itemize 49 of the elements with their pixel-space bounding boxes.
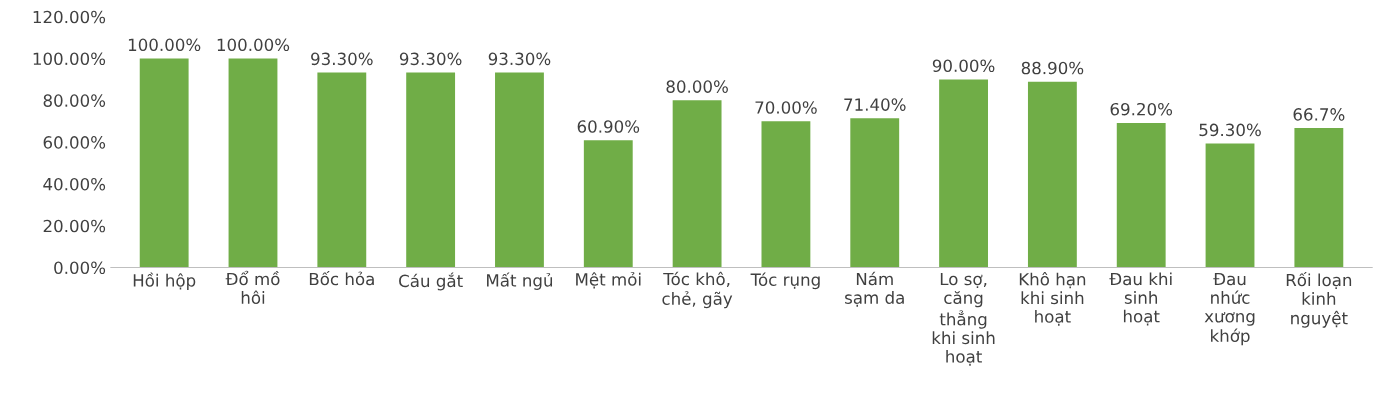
bar bbox=[583, 140, 633, 268]
bar bbox=[1205, 143, 1255, 268]
y-tick-label: 0.00% bbox=[54, 261, 106, 275]
data-label: 80.00% bbox=[666, 80, 728, 93]
data-label: 70.00% bbox=[755, 101, 817, 114]
bar bbox=[406, 72, 456, 268]
data-label: 100.00% bbox=[128, 38, 201, 52]
data-label: 59.30% bbox=[1199, 123, 1261, 137]
y-tick-label: 20.00% bbox=[43, 219, 106, 233]
x-tick-label: Rối loạn kinh nguyệt bbox=[1286, 271, 1352, 328]
x-tick-label: Nám sạm da bbox=[845, 271, 904, 307]
x-tick-label: Đau nhức xương khớp bbox=[1204, 272, 1255, 346]
bar bbox=[850, 118, 900, 268]
bar bbox=[1027, 81, 1077, 268]
bar bbox=[939, 79, 988, 268]
data-label: 100.00% bbox=[217, 38, 290, 52]
x-tick-label: Lo sợ, căng thẳng khi sinh hoạt bbox=[932, 272, 995, 366]
data-label: 93.30% bbox=[399, 52, 462, 66]
x-tick-label: Cáu gắt bbox=[399, 272, 463, 291]
bar bbox=[317, 72, 367, 268]
x-tick-label: Tóc khô, chẻ, gãy bbox=[662, 271, 733, 309]
x-tick-label: Mệt mỏi bbox=[576, 271, 641, 289]
x-tick-label: Khô hạn khi sinh hoạt bbox=[1019, 271, 1086, 326]
data-label: 60.90% bbox=[577, 120, 640, 133]
data-label: 88.90% bbox=[1021, 61, 1084, 75]
x-tick-label: Bốc hỏa bbox=[309, 270, 374, 286]
data-label: 69.20% bbox=[1110, 102, 1173, 116]
bar bbox=[1294, 128, 1344, 268]
x-tick-label: Đau khi sinh hoạt bbox=[1109, 272, 1172, 326]
data-label: 71.40% bbox=[844, 98, 906, 111]
x-tick-label: Hồi hộp bbox=[133, 272, 196, 290]
data-label: 90.00% bbox=[932, 59, 995, 73]
y-tick-label: 80.00% bbox=[43, 94, 106, 107]
bar bbox=[228, 58, 278, 268]
x-tick-label: Đổ mồ hôi bbox=[225, 270, 280, 304]
x-tick-label: Tóc rụng bbox=[750, 272, 820, 290]
bar bbox=[139, 58, 189, 268]
bar bbox=[761, 121, 811, 268]
bar bbox=[495, 72, 544, 268]
y-tick-label: 100.00% bbox=[33, 52, 106, 66]
bar bbox=[672, 100, 722, 268]
y-tick-label: 40.00% bbox=[43, 177, 106, 191]
y-tick-label: 120.00% bbox=[33, 10, 106, 24]
y-tick-label: 60.00% bbox=[43, 136, 106, 149]
x-tick-label: Mất ngủ bbox=[487, 272, 553, 290]
bar bbox=[1116, 122, 1166, 268]
data-label: 66.7% bbox=[1293, 108, 1345, 121]
data-label: 93.30% bbox=[311, 52, 373, 66]
data-label: 93.30% bbox=[488, 52, 551, 66]
